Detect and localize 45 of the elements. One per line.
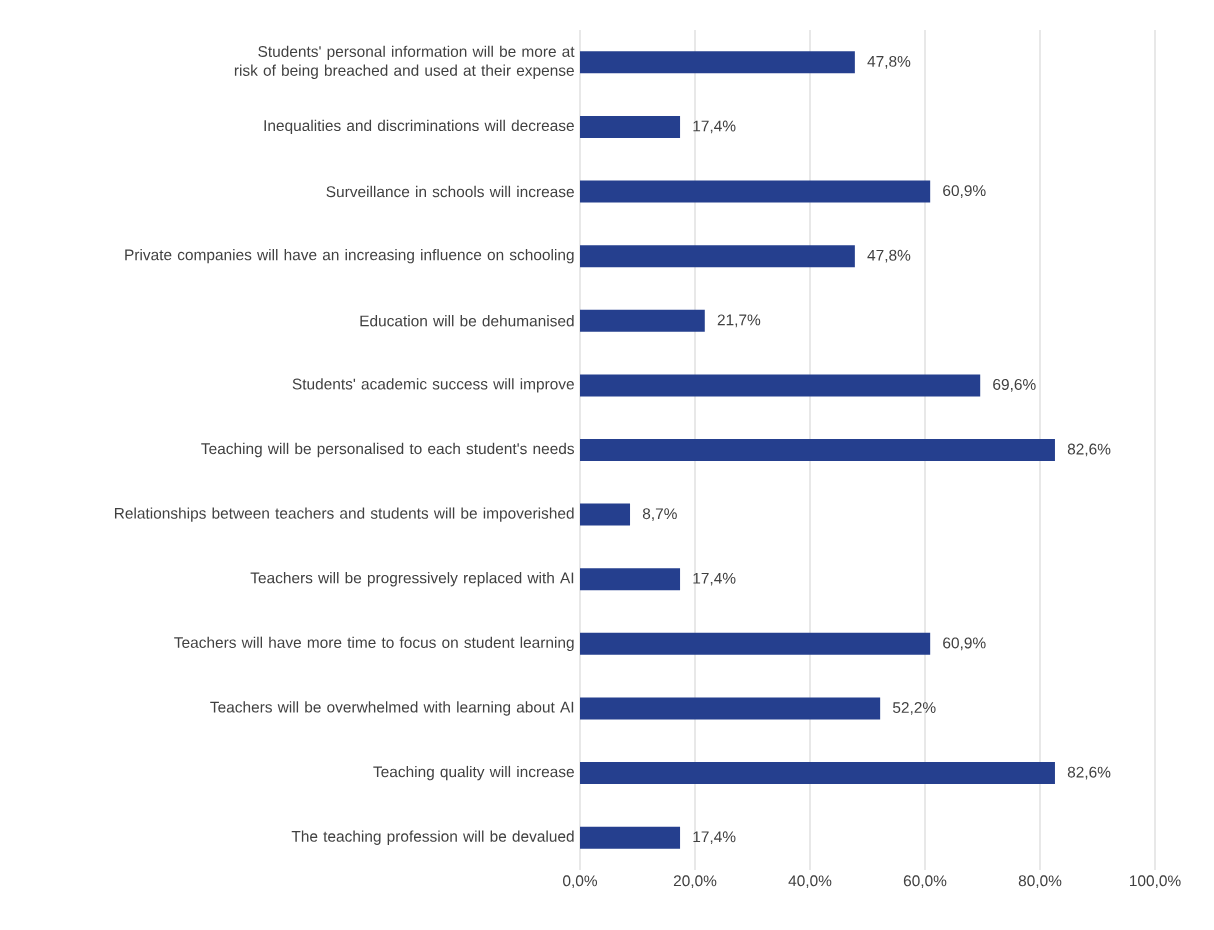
bar [580, 115, 681, 138]
x-tick-label: 40,0% [788, 875, 832, 889]
bar [580, 374, 981, 397]
y-tick-label: Education will be dehumanised [360, 315, 574, 327]
bar [580, 762, 1055, 785]
bar [580, 697, 881, 720]
y-tick-label: Teachers will be overwhelmed with learning about AI [210, 701, 574, 716]
y-tick-label: Surveillance in schools will increase [326, 185, 574, 198]
bar [580, 245, 855, 268]
data-label: 69,6% [993, 379, 1036, 392]
data-label: 17,4% [693, 572, 736, 586]
bar [580, 826, 681, 849]
data-label: 17,4% [693, 120, 736, 134]
y-tick-label: Relationships between teachers and students will be impoverished [114, 507, 574, 522]
y-tick-label: Teaching will be personalised to each student's needs [201, 442, 575, 458]
data-label: 17,4% [693, 831, 736, 845]
bar [580, 51, 855, 74]
bar [580, 438, 1055, 461]
y-tick-label: Inequalities and discriminations will decrease [264, 119, 574, 135]
data-label: 60,9% [943, 637, 986, 651]
bar [580, 180, 931, 203]
x-tick-label: 60,0% [903, 875, 947, 889]
y-tick-label: The teaching profession will be devalued [291, 830, 574, 845]
x-tick-label: 20,0% [673, 875, 717, 889]
y-tick-label: Private companies will have an increasing influence on schooling [125, 248, 574, 264]
y-tick-label: Students' personal information will be more at risk of being breached and used at their expense [234, 45, 575, 79]
data-label: 21,7% [717, 314, 761, 328]
bar [580, 309, 705, 332]
bar [580, 568, 681, 591]
data-label: 60,9% [943, 185, 986, 198]
y-tick-label: Students' academic success will improve [292, 378, 574, 393]
x-tick-label: 80,0% [1018, 875, 1062, 889]
y-tick-label: Teachers will be progressively replaced with AI [250, 572, 574, 587]
data-label: 47,8% [867, 249, 911, 263]
data-label: 82,6% [1067, 443, 1111, 457]
data-label: 52,2% [892, 702, 936, 715]
data-label: 47,8% [867, 55, 911, 69]
bar [580, 503, 631, 526]
x-tick-label: 100,0% [1129, 875, 1181, 889]
y-tick-label: Teaching quality will increase [373, 765, 574, 781]
x-tick-label: 0,0% [563, 875, 598, 889]
bar [580, 632, 931, 655]
data-label: 8,7% [642, 508, 677, 521]
y-tick-label: Teachers will have more time to focus on student learning [174, 636, 574, 652]
data-label: 82,6% [1067, 766, 1111, 780]
